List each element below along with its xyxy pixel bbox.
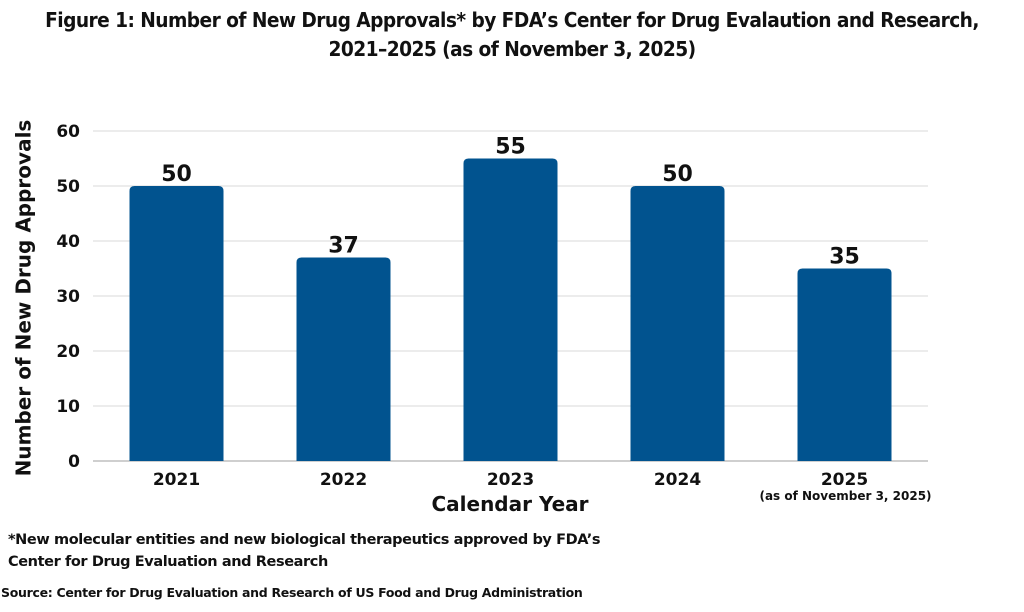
y-tick-label: 40 [56,232,80,252]
x-tick-label-2023: 2023 [487,470,534,490]
chart-title: Figure 1: Number of New Drug Approvals* … [36,6,988,64]
y-axis-ticks: 0 10 20 30 40 50 60 [56,122,80,472]
data-labels: 50 37 55 50 35 [161,135,860,270]
footnote-line-1: *New molecular entities and new biologic… [8,532,601,548]
x-tick-label-2021: 2021 [153,470,200,490]
source-note: Source: Center for Drug Evaluation and R… [1,585,583,600]
data-label-2023: 55 [495,135,526,160]
y-tick-label: 0 [68,452,80,472]
y-tick-label: 50 [56,177,80,197]
bar-2024 [630,186,725,461]
bar-2021 [129,186,224,461]
data-label-2025: 35 [829,245,860,270]
bar-2022 [296,257,391,461]
y-tick-label: 10 [56,397,80,417]
y-axis-label: Number of New Drug Approvals [12,120,36,477]
y-tick-label: 20 [56,342,80,362]
chart-title-line-1: Figure 1: Number of New Drug Approvals* … [45,8,979,32]
y-tick-label: 30 [56,287,80,307]
x-tick-sublabel-2025: (as of November 3, 2025) [759,489,931,503]
footnote-line-2: Center for Drug Evaluation and Research [8,554,328,570]
x-axis-ticks: 2021 2022 2023 2024 2025(as of November 3, 2… [153,470,932,503]
x-tick-label-2024: 2024 [654,470,701,490]
bars [129,158,892,461]
x-tick-label-2025: 2025 [821,470,868,490]
footnote: *New molecular entities and new biologic… [8,529,601,573]
data-label-2022: 37 [328,234,359,259]
chart-title-line-2: 2021–2025 (as of November 3, 2025) [328,37,696,61]
data-label-2024: 50 [662,162,693,187]
x-tick-label-2022: 2022 [320,470,367,490]
x-axis-label: Calendar Year [431,492,588,516]
bar-2025 [797,268,892,461]
y-tick-label: 60 [56,122,80,142]
data-label-2021: 50 [161,162,192,187]
bar-2023 [463,158,558,461]
